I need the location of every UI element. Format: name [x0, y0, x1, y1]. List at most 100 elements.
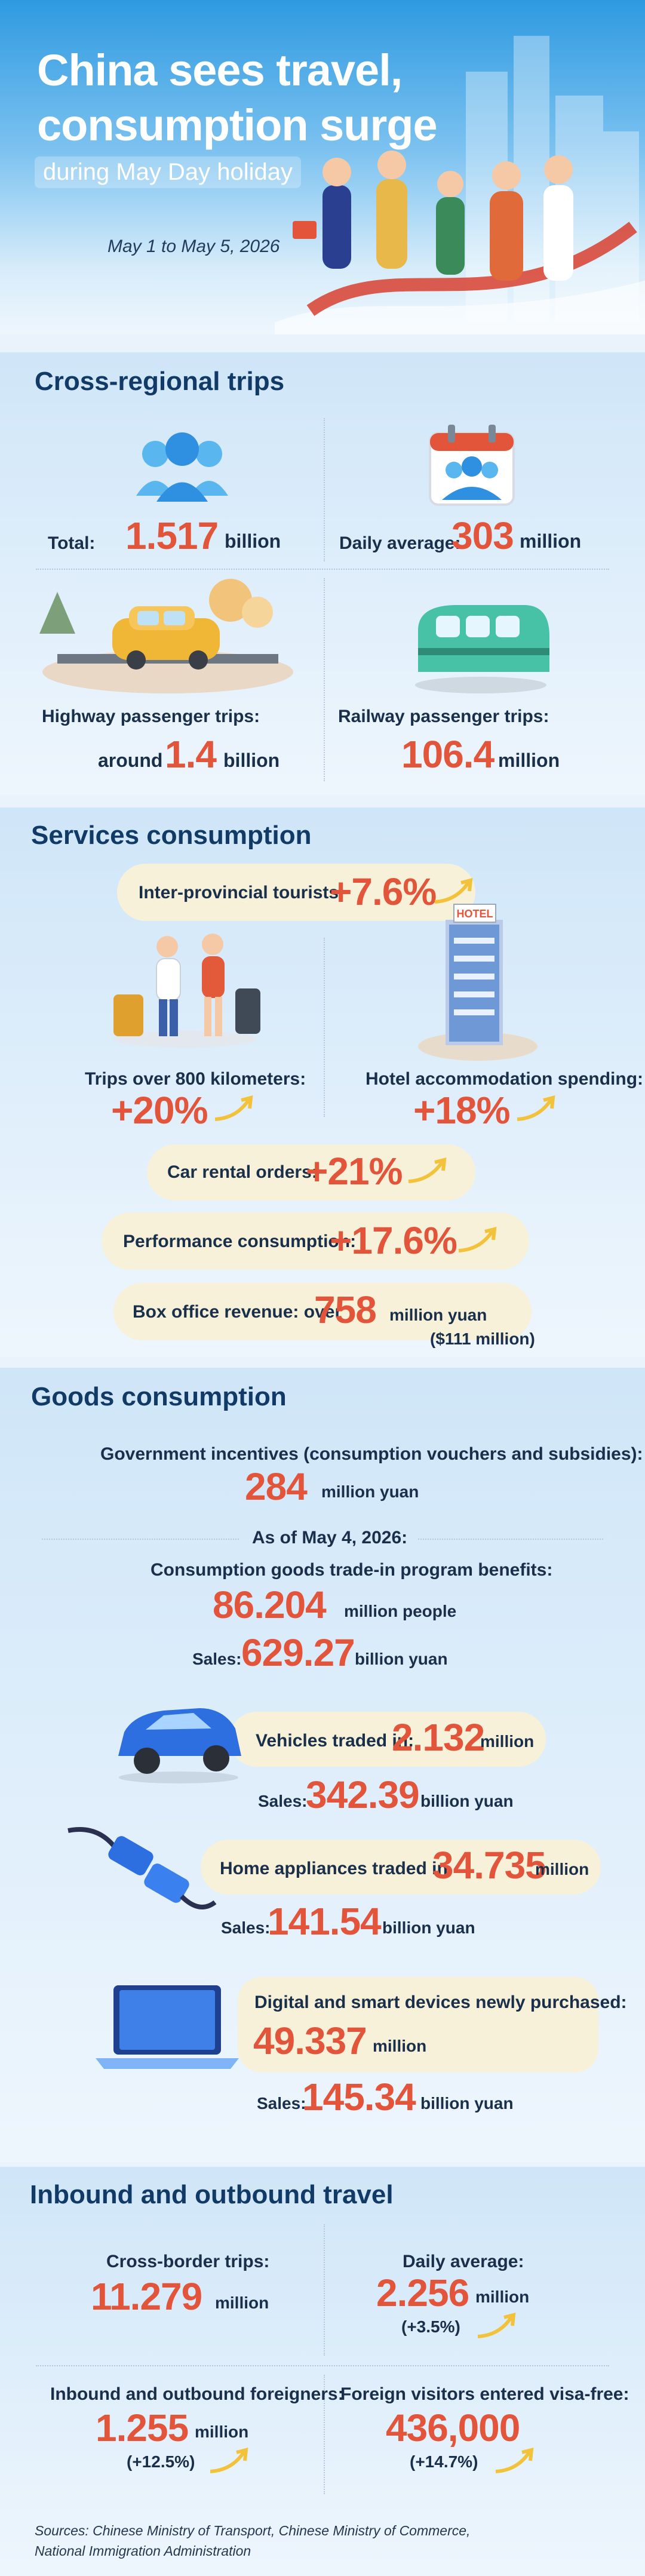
- railway-unit: million: [498, 750, 560, 771]
- page-subtitle: during May Day holiday: [35, 156, 301, 188]
- box-unit: million yuan: [389, 1306, 487, 1324]
- up-arrow-icon: [214, 1095, 253, 1121]
- up-arrow-icon: [408, 1157, 447, 1183]
- daily-label: Daily average:: [339, 533, 461, 553]
- foreigners-change: (+12.5%): [127, 2452, 195, 2471]
- digital-pill: [238, 1977, 598, 2073]
- foreigners-value: 1.255: [96, 2406, 189, 2449]
- plug-icon: [67, 1827, 217, 1909]
- railway-value: 106.4: [401, 733, 494, 776]
- tradein-sales-unit: billion yuan: [355, 1650, 448, 1668]
- cross-label: Cross-border trips:: [106, 2252, 270, 2271]
- travel-daily-unit: million: [475, 2288, 530, 2306]
- railway-label: Railway passenger trips:: [338, 707, 549, 726]
- car-icon: [118, 1708, 241, 1783]
- trips800-label: Trips over 800 kilometers:: [85, 1069, 306, 1089]
- header-banner: China sees travel, consumption surge dur…: [0, 0, 645, 334]
- highway-label: Highway passenger trips:: [42, 707, 260, 726]
- asof-label: As of May 4, 2026:: [252, 1528, 408, 1548]
- home-label: Home appliances traded in: [220, 1859, 448, 1878]
- total-unit: billion: [225, 530, 281, 552]
- digital-sales-unit: billion yuan: [420, 2094, 514, 2113]
- calendar-people-icon: [429, 425, 515, 506]
- foreigners-label: Inbound and outbound foreigners:: [50, 2384, 344, 2404]
- travellers-luggage-icon: [113, 934, 260, 1048]
- up-arrow-icon: [495, 2448, 534, 2473]
- train-icon: [415, 605, 549, 693]
- box-usd: ($111 million): [430, 1330, 535, 1348]
- divider: [324, 418, 325, 561]
- digital-sales-value: 145.34: [302, 2075, 416, 2118]
- highway-prefix: around: [98, 750, 163, 771]
- digital-sales-label: Sales:: [257, 2094, 306, 2113]
- gov-unit: million yuan: [321, 1482, 419, 1501]
- travel-daily-label: Daily average:: [403, 2252, 524, 2271]
- daily-value: 303: [452, 514, 514, 557]
- daily-unit: million: [520, 530, 582, 552]
- tradein-unit: million people: [344, 1602, 457, 1620]
- visa-change: (+14.7%): [410, 2452, 478, 2471]
- divider: [324, 2375, 325, 2494]
- sources-note: Sources: Chinese Ministry of Transport, …: [35, 2520, 470, 2561]
- date-range: May 1 to May 5, 2026: [108, 237, 280, 256]
- divider: [36, 569, 609, 570]
- digital-value: 49.337: [253, 2019, 367, 2062]
- section-title: Inbound and outbound travel: [30, 2180, 394, 2209]
- travel-daily-change: (+3.5%): [401, 2317, 460, 2336]
- travel-section: Inbound and outbound travel: [0, 2167, 645, 2576]
- digital-unit: million: [373, 2037, 427, 2055]
- up-arrow-icon: [477, 2313, 516, 2338]
- foreigners-unit: million: [195, 2423, 249, 2441]
- veh-unit: million: [480, 1732, 535, 1751]
- section-title: Cross-regional trips: [35, 367, 285, 396]
- box-value: 758: [314, 1288, 377, 1331]
- home-unit: million: [535, 1860, 589, 1878]
- veh-value: 2.132: [392, 1716, 485, 1759]
- visa-value: 436,000: [386, 2406, 520, 2449]
- hotel-sign: HOTEL: [457, 908, 493, 920]
- cross-regional-section: Cross-regional trips: [0, 352, 645, 794]
- tradein-value: 86.204: [213, 1583, 327, 1626]
- visa-label: Foreign visitors entered visa-free:: [340, 2384, 629, 2404]
- highway-value: 1.4: [165, 733, 217, 776]
- home-sales-unit: billion yuan: [382, 1918, 475, 1937]
- travellers-illustration: [275, 151, 645, 334]
- box-office-pill: [113, 1283, 532, 1340]
- home-value: 34.735: [432, 1844, 546, 1887]
- veh-sales-label: Sales:: [258, 1792, 308, 1810]
- appliances-pill: [201, 1840, 601, 1895]
- car-value: +21%: [306, 1150, 403, 1193]
- section-title: Goods consumption: [31, 1382, 287, 1411]
- car-label: Car rental orders:: [167, 1162, 318, 1182]
- divider: [36, 2365, 609, 2366]
- hotel-building-icon: HOTEL: [418, 904, 538, 1061]
- up-arrow-icon: [434, 878, 473, 904]
- gov-value: 284: [245, 1465, 308, 1508]
- divider: [42, 1539, 239, 1540]
- total-label: Total:: [48, 533, 96, 553]
- hotel-value: +18%: [413, 1089, 510, 1132]
- perf-value: +17.6%: [330, 1219, 457, 1262]
- up-arrow-icon: [517, 1095, 555, 1121]
- home-sales-value: 141.54: [268, 1900, 382, 1943]
- gov-label: Government incentives (consumption vouch…: [100, 1444, 643, 1464]
- up-arrow-icon: [210, 2448, 248, 2473]
- trips800-value: +20%: [111, 1089, 208, 1132]
- divider: [324, 938, 325, 1117]
- inter-provincial-pill: [117, 864, 475, 921]
- vehicles-pill: [229, 1712, 546, 1767]
- veh-label: Vehicles traded in:: [256, 1731, 414, 1751]
- hotel-label: Hotel accommodation spending:: [366, 1069, 644, 1089]
- perf-label: Performance consumption:: [123, 1232, 357, 1251]
- sources-line-2: National Immigration Administration: [35, 2543, 251, 2559]
- veh-sales-value: 342.39: [306, 1773, 420, 1816]
- total-value: 1.517: [125, 514, 219, 557]
- tradein-sales-label: Sales:: [192, 1650, 242, 1668]
- tradein-label: Consumption goods trade-in program benef…: [150, 1560, 553, 1580]
- divider: [324, 578, 325, 781]
- inter-label: Inter-provincial tourists:: [139, 883, 345, 902]
- page-title: China sees travel, consumption surge: [37, 45, 438, 150]
- car-rental-pill: [147, 1144, 475, 1201]
- veh-sales-unit: billion yuan: [420, 1792, 514, 1810]
